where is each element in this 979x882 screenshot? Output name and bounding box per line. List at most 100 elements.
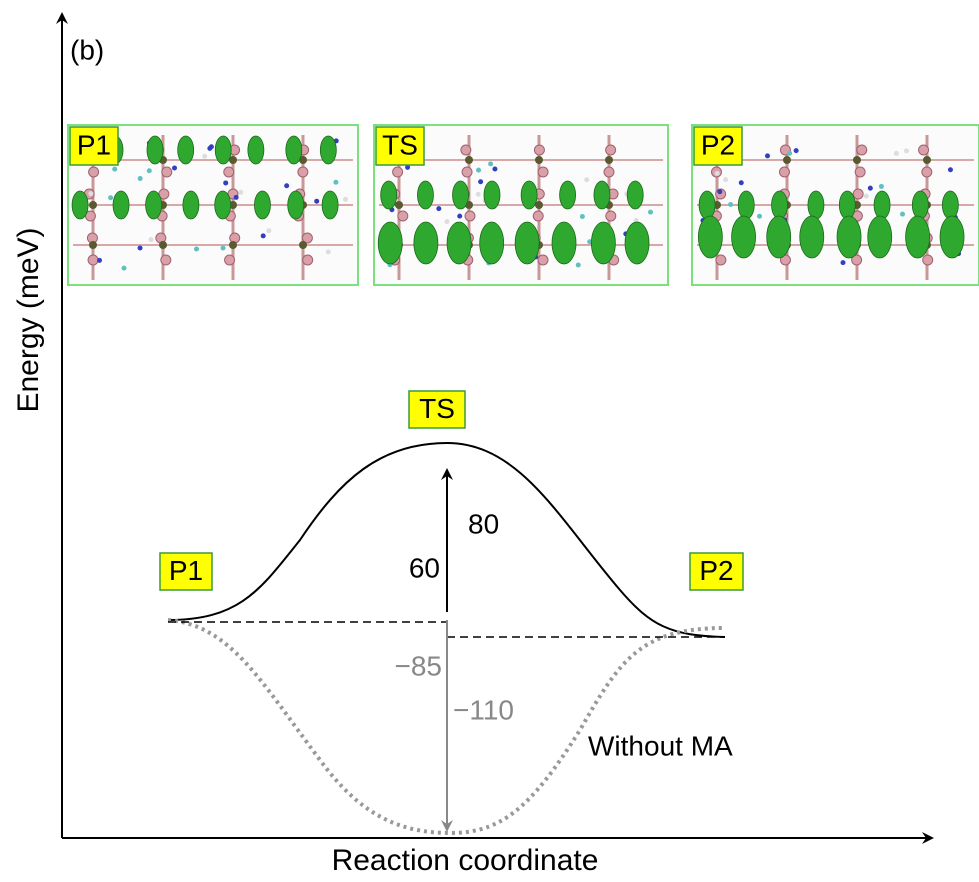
atom xyxy=(738,180,744,186)
atom xyxy=(238,189,244,195)
atom xyxy=(299,156,307,164)
atom xyxy=(856,144,868,156)
orbital xyxy=(514,221,540,265)
atom xyxy=(878,183,884,189)
state-label: P1 xyxy=(169,555,203,586)
atom xyxy=(160,254,172,266)
orbital xyxy=(559,180,577,210)
atom xyxy=(863,193,869,199)
orbital xyxy=(807,190,825,220)
atom xyxy=(137,245,143,251)
orbital xyxy=(145,190,163,220)
orbital xyxy=(836,215,862,259)
atom xyxy=(207,145,213,151)
orbital xyxy=(697,215,723,259)
orbital xyxy=(377,221,403,265)
orbital xyxy=(479,221,505,265)
atom xyxy=(537,254,549,266)
atom xyxy=(202,153,208,159)
atom xyxy=(146,168,152,174)
atom xyxy=(193,246,199,252)
orbital xyxy=(417,180,434,210)
atom xyxy=(575,262,581,268)
atom xyxy=(395,201,403,209)
orbital xyxy=(182,190,200,220)
atom xyxy=(537,166,549,178)
panel-label: (b) xyxy=(70,34,104,65)
orbital xyxy=(941,190,959,220)
orbital xyxy=(771,190,788,220)
y-axis-label: Energy (meV) xyxy=(12,227,45,412)
orbital xyxy=(626,180,644,210)
atom xyxy=(893,150,899,156)
atom xyxy=(302,254,314,266)
orbital xyxy=(214,190,232,220)
atom xyxy=(220,245,226,251)
x-axis-label: Reaction coordinate xyxy=(332,844,599,877)
atom xyxy=(605,210,617,222)
orbital xyxy=(287,190,305,220)
atom xyxy=(229,156,237,164)
atom xyxy=(475,191,481,197)
barrier-label: 60 xyxy=(409,552,440,583)
atom xyxy=(108,195,114,201)
orbital xyxy=(911,190,929,220)
atom xyxy=(903,148,909,154)
orbital xyxy=(867,215,893,259)
barrier-label: 80 xyxy=(468,508,499,539)
atom xyxy=(717,189,723,195)
atom xyxy=(605,156,613,164)
atom xyxy=(783,156,791,164)
orbital xyxy=(593,180,611,210)
atom xyxy=(161,166,173,178)
atom xyxy=(533,144,545,156)
atom xyxy=(648,209,654,215)
atom xyxy=(715,254,727,266)
orbital xyxy=(214,135,232,165)
atom xyxy=(172,165,178,171)
orbital xyxy=(838,190,856,220)
label-box xyxy=(375,126,425,166)
orbital xyxy=(177,135,195,165)
atom xyxy=(223,166,235,178)
orbital xyxy=(319,135,337,165)
atom xyxy=(301,232,313,244)
orbital xyxy=(731,215,756,259)
atom xyxy=(714,170,720,176)
atom xyxy=(314,198,320,204)
atom xyxy=(405,164,411,170)
atom xyxy=(867,185,873,191)
snapshot: TS xyxy=(373,124,669,286)
orbital xyxy=(624,221,650,265)
state-label: P2 xyxy=(699,555,733,586)
atom xyxy=(922,254,934,266)
atom xyxy=(787,150,793,156)
orbital xyxy=(413,221,439,265)
atom xyxy=(605,144,617,156)
orbital xyxy=(112,190,130,220)
snapshot: P2 xyxy=(691,124,979,286)
atom xyxy=(587,239,593,245)
atom xyxy=(121,265,127,271)
orbital xyxy=(520,180,538,210)
orbital xyxy=(905,215,930,259)
orbital xyxy=(452,180,469,210)
orbital xyxy=(254,190,271,220)
atom xyxy=(457,213,463,219)
atom xyxy=(579,213,585,219)
atom xyxy=(89,241,97,249)
orbital xyxy=(247,135,265,165)
atom xyxy=(728,202,734,208)
atom xyxy=(535,201,543,209)
state-label: P1 xyxy=(77,129,111,160)
atom xyxy=(299,241,307,249)
atom xyxy=(159,241,167,249)
atom xyxy=(488,161,494,167)
atom xyxy=(840,260,846,266)
label-box xyxy=(69,126,119,166)
label-box xyxy=(159,552,213,591)
label-box xyxy=(693,126,743,166)
state-label: TS xyxy=(419,393,455,424)
orbital xyxy=(146,135,164,165)
